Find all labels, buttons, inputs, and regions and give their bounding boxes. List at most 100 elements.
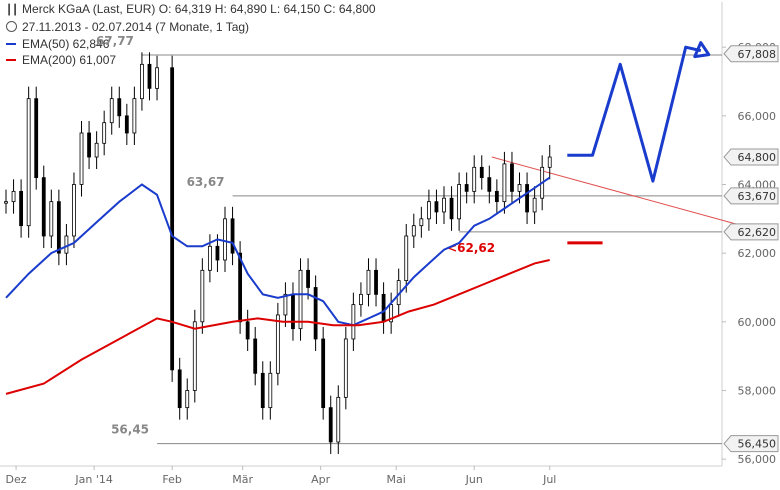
- y-tick-label: 56,000: [738, 453, 777, 466]
- candle-body: [72, 184, 76, 237]
- candle-body: [238, 252, 243, 323]
- candle-body: [479, 166, 484, 179]
- x-tick-label: Jul: [542, 473, 556, 486]
- legend-ema200-label: EMA(200) 61,007: [22, 53, 117, 67]
- level-label: 56,45: [111, 423, 149, 437]
- legend-ema200[interactable]: EMA(200) 61,007: [6, 53, 116, 67]
- candle-body: [200, 269, 205, 323]
- candle-body: [457, 184, 462, 220]
- price-tag: 56,450: [723, 435, 779, 453]
- candle-body: [124, 115, 129, 134]
- price-tag-box: [723, 187, 779, 205]
- candle-body: [223, 218, 227, 261]
- candle-body: [268, 372, 273, 409]
- chart-period: 27.11.2013 - 02.07.2014 (7 Monate, 1 Tag…: [6, 20, 249, 34]
- candle-body: [321, 338, 326, 409]
- price-tag-label: 62,620: [738, 226, 777, 239]
- candle-body: [381, 293, 386, 323]
- level-label: <62,62: [447, 241, 495, 255]
- chart-title-text: Merck KGaA (Last, EUR) O: 64,319 H: 64,8…: [22, 2, 376, 16]
- legend-ema200-swatch: [6, 58, 16, 61]
- y-tick-label: 58,000: [738, 384, 777, 397]
- candle-body: [487, 177, 492, 192]
- x-tick-label: Mai: [387, 473, 406, 486]
- legend-ema50[interactable]: EMA(50) 62,846: [6, 37, 109, 51]
- candle-body: [260, 372, 265, 409]
- candle-body: [472, 166, 477, 192]
- projection-arrowhead: [693, 41, 711, 59]
- candle-body: [419, 218, 424, 227]
- x-tick-label: Dez: [6, 473, 27, 486]
- candle-body: [19, 190, 24, 227]
- level-label: 63,67: [187, 175, 225, 189]
- candle-body: [366, 269, 371, 295]
- candle-body: [4, 201, 8, 204]
- price-tag-box: [723, 223, 779, 241]
- candle-body: [140, 63, 144, 100]
- level-label: 67,77: [96, 34, 134, 48]
- candle-body: [426, 201, 431, 220]
- candle-body: [343, 338, 348, 398]
- projection-path: [567, 45, 702, 183]
- candle-body: [336, 396, 341, 443]
- candle-body: [502, 163, 507, 203]
- candle-body: [464, 184, 469, 192]
- y-tick-label: 62,000: [738, 247, 777, 260]
- price-tag: 67,808: [723, 45, 779, 63]
- price-tag: 63,670: [723, 187, 779, 205]
- candle-body: [434, 201, 439, 213]
- x-tick-label: Mär: [232, 473, 253, 486]
- price-tag-label: 56,450: [738, 438, 777, 451]
- candle-body: [34, 98, 39, 179]
- ema200-line: [5, 259, 550, 395]
- x-tick-label: Jan '14: [74, 473, 112, 486]
- price-tag: 64,800: [723, 148, 779, 166]
- candle-body: [87, 132, 91, 158]
- price-tag-box: [723, 45, 779, 63]
- candle-body: [207, 245, 212, 271]
- candle-body: [283, 293, 288, 316]
- candle-body: [510, 163, 514, 192]
- candle-body: [359, 293, 363, 306]
- candle-body: [185, 390, 190, 409]
- candle-body: [170, 67, 175, 371]
- price-tag-label: 64,800: [738, 151, 777, 164]
- candle-body: [215, 245, 220, 261]
- candle-body: [64, 235, 69, 254]
- candle-body: [517, 184, 522, 192]
- candle-body: [328, 407, 333, 443]
- candle-body: [26, 98, 31, 227]
- candle-body: [306, 269, 310, 288]
- x-tick-label: Feb: [162, 473, 181, 486]
- candle-body: [298, 269, 303, 330]
- candle-body: [177, 369, 182, 409]
- price-tag-box: [723, 148, 779, 166]
- y-tick-label: 60,000: [738, 316, 777, 329]
- candle-body: [525, 184, 529, 213]
- candle-body: [102, 122, 107, 144]
- candle-body: [291, 293, 295, 330]
- candle-body: [132, 98, 137, 134]
- candle-body: [41, 177, 46, 237]
- price-tag: 62,620: [723, 223, 779, 241]
- candle-body: [147, 63, 152, 89]
- candle-body: [192, 321, 197, 391]
- candle-body: [532, 197, 537, 213]
- price-tag-label: 67,808: [738, 48, 777, 61]
- ema50-line: [5, 176, 551, 327]
- candle-body: [11, 190, 16, 203]
- legend-ema50-swatch: [6, 42, 16, 45]
- candle-body: [313, 287, 318, 340]
- price-tag-box: [723, 435, 779, 453]
- candle-body: [56, 201, 61, 254]
- chart-title: ┃┃ Merck KGaA (Last, EUR) O: 64,319 H: 64…: [6, 2, 376, 16]
- candle-body: [351, 304, 356, 340]
- candle-body: [49, 201, 54, 237]
- candle-body: [442, 197, 446, 213]
- candle-body: [404, 235, 409, 282]
- candle-body: [155, 67, 159, 89]
- bar-chart-icon: ┃┃: [6, 5, 19, 16]
- candle-body: [374, 269, 378, 295]
- candle-body: [411, 225, 416, 237]
